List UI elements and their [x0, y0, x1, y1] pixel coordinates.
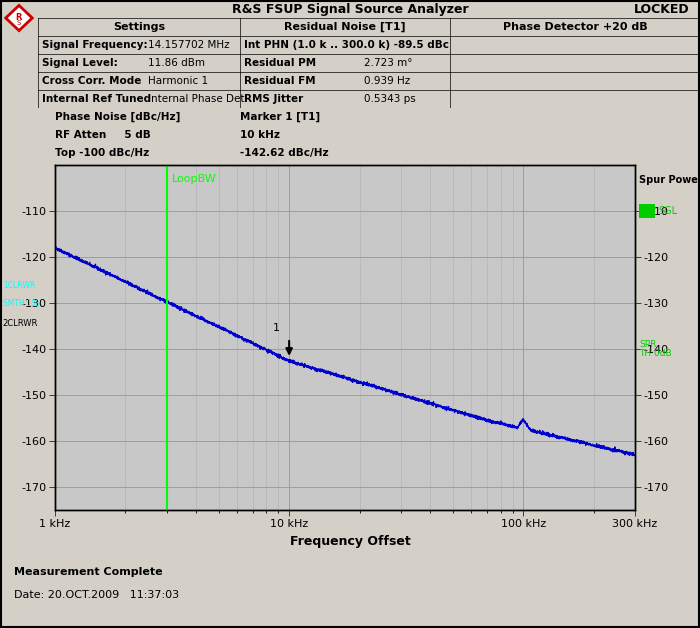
Text: Date: 20.OCT.2009   11:37:03: Date: 20.OCT.2009 11:37:03: [14, 590, 179, 600]
Text: 0.5343 ps: 0.5343 ps: [364, 94, 416, 104]
Text: Spur Power (dBc): Spur Power (dBc): [639, 175, 700, 185]
Text: 10 kHz: 10 kHz: [270, 519, 308, 529]
Text: S: S: [17, 20, 21, 26]
Text: Signal Level:: Signal Level:: [42, 58, 118, 68]
Text: R&S FSUP Signal Source Analyzer: R&S FSUP Signal Source Analyzer: [232, 3, 468, 16]
Text: Harmonic 1: Harmonic 1: [148, 76, 208, 86]
Text: -142.62 dBc/Hz: -142.62 dBc/Hz: [240, 148, 328, 158]
Text: Cross Corr. Mode: Cross Corr. Mode: [42, 76, 141, 86]
Text: Phase Noise [dBc/Hz]: Phase Noise [dBc/Hz]: [55, 112, 181, 122]
Text: SPR
TH 0dB: SPR TH 0dB: [639, 340, 671, 359]
Text: Phase Detector +20 dB: Phase Detector +20 dB: [503, 22, 648, 32]
Text: RMS Jitter: RMS Jitter: [244, 94, 303, 104]
Text: 1CLRWR: 1CLRWR: [3, 281, 35, 290]
Bar: [639, 204, 654, 218]
Text: 1 kHz: 1 kHz: [39, 519, 71, 529]
Text: Internal Phase Det: Internal Phase Det: [148, 94, 244, 104]
Text: SGL: SGL: [659, 206, 678, 216]
Text: Int PHN (1.0 k .. 300.0 k) -89.5 dBc: Int PHN (1.0 k .. 300.0 k) -89.5 dBc: [244, 40, 449, 50]
Text: 0.939 Hz: 0.939 Hz: [364, 76, 410, 86]
Text: Top -100 dBc/Hz: Top -100 dBc/Hz: [55, 148, 149, 158]
Text: Residual Noise [T1]: Residual Noise [T1]: [284, 22, 406, 32]
Text: Residual PM: Residual PM: [244, 58, 316, 68]
Polygon shape: [6, 6, 32, 31]
Text: 1: 1: [272, 323, 279, 333]
Text: Marker 1 [T1]: Marker 1 [T1]: [240, 112, 320, 122]
Text: 300 kHz: 300 kHz: [612, 519, 657, 529]
Text: 2CLRWR: 2CLRWR: [3, 319, 38, 328]
Text: LOCKED: LOCKED: [634, 3, 690, 16]
Text: Internal Ref Tuned: Internal Ref Tuned: [42, 94, 151, 104]
Text: R: R: [15, 13, 22, 22]
Text: 10 kHz: 10 kHz: [240, 130, 280, 140]
Text: 2.723 m°: 2.723 m°: [364, 58, 412, 68]
Text: 100 kHz: 100 kHz: [500, 519, 546, 529]
Text: Settings: Settings: [113, 22, 165, 32]
Text: SMTH 1%: SMTH 1%: [3, 298, 38, 308]
Text: Residual FM: Residual FM: [244, 76, 316, 86]
Text: 14.157702 MHz: 14.157702 MHz: [148, 40, 230, 50]
Text: Signal Frequency:: Signal Frequency:: [42, 40, 148, 50]
Text: LoopBW: LoopBW: [172, 174, 216, 184]
Text: Frequency Offset: Frequency Offset: [290, 535, 410, 548]
Text: RF Atten     5 dB: RF Atten 5 dB: [55, 130, 150, 140]
Text: 11.86 dBm: 11.86 dBm: [148, 58, 205, 68]
Text: Measurement Complete: Measurement Complete: [14, 567, 162, 577]
